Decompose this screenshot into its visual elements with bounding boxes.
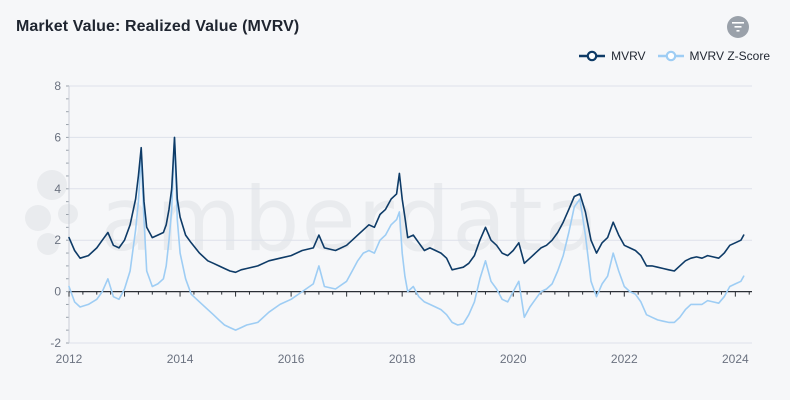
- legend-label-zscore: MVRV Z-Score: [689, 49, 770, 63]
- legend-label-mvrv: MVRV: [611, 49, 646, 63]
- watermark: amberdata: [25, 168, 601, 271]
- chart-legend: MVRV MVRV Z-Score: [579, 49, 770, 63]
- grid: [69, 85, 752, 344]
- x-tick-label: 2012: [56, 352, 83, 366]
- y-tick-label: 6: [54, 130, 61, 144]
- x-tick-label: 2024: [722, 352, 749, 366]
- chart-title: Market Value: Realized Value (MVRV): [16, 18, 300, 35]
- series-line-mvrv: [68, 136, 745, 274]
- y-tick-label: 8: [54, 79, 61, 93]
- series: [68, 136, 745, 331]
- amberdata-logo: [25, 170, 78, 255]
- legend-marker-mvrv: [579, 50, 606, 62]
- legend-marker-zscore: [657, 50, 684, 62]
- filter-icon: [732, 22, 744, 32]
- filter-button[interactable]: [727, 16, 749, 38]
- legend-item-mvrv[interactable]: MVRV: [579, 49, 646, 63]
- axes: -2 0 2 4 6 8 2012 2014 2016 2018 2020 2022 2024: [50, 79, 752, 366]
- y-tick-label: 2: [54, 233, 61, 247]
- series-line-zscore: [68, 136, 745, 331]
- x-tick-label: 2022: [611, 352, 638, 366]
- x-tick-label: 2018: [389, 352, 416, 366]
- y-tick-label: 0: [54, 285, 61, 299]
- x-tick-label: 2020: [500, 352, 527, 366]
- y-tick-label: -2: [50, 336, 61, 350]
- y-tick-label: 4: [54, 182, 61, 196]
- legend-item-zscore[interactable]: MVRV Z-Score: [657, 49, 770, 63]
- x-tick-label: 2014: [167, 352, 194, 366]
- x-tick-label: 2016: [278, 352, 305, 366]
- watermark-text: amberdata: [100, 168, 601, 271]
